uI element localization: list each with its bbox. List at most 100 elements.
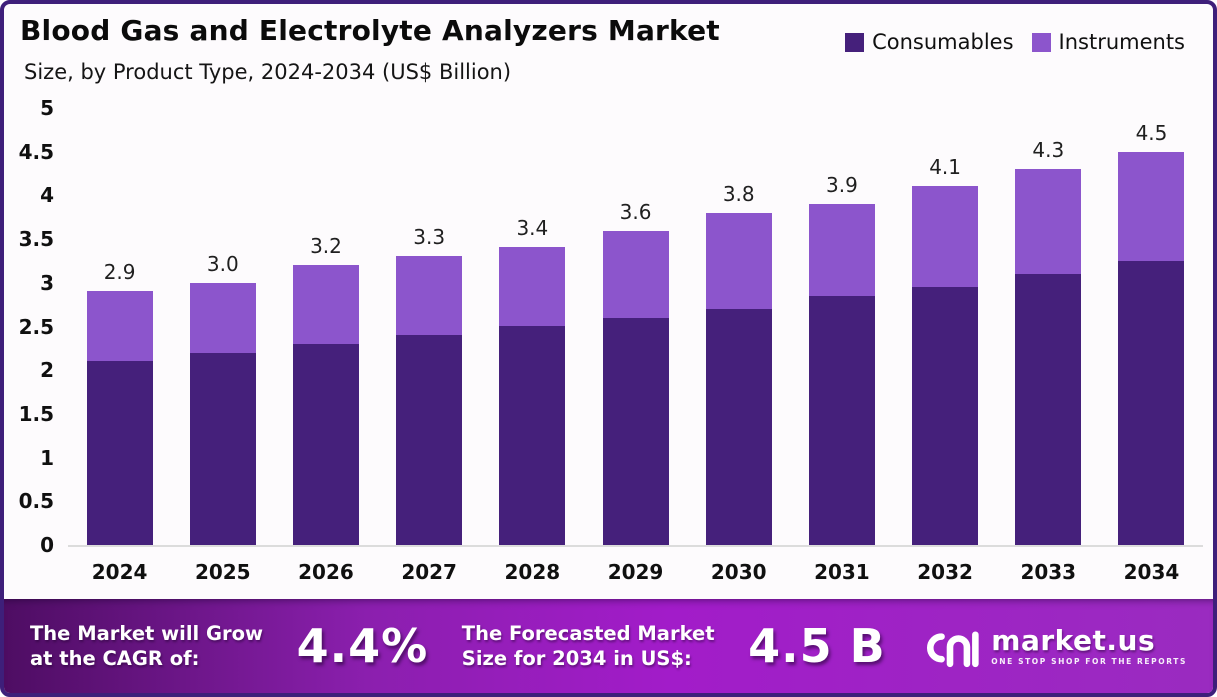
bar-total-label: 3.4 <box>516 216 549 240</box>
forecast-value: 4.5 B <box>748 619 886 673</box>
bar-total-label: 3.3 <box>413 225 446 249</box>
bar-total-label: 4.3 <box>1032 138 1065 162</box>
consumables-segment <box>499 326 566 545</box>
bar-column: 3.9 <box>790 108 893 545</box>
consumables-segment <box>705 309 772 545</box>
bar-column: 3.2 <box>274 108 377 545</box>
consumables-segment <box>189 353 256 545</box>
bar-total-label: 3.2 <box>310 234 342 258</box>
bar-total-label: 3.9 <box>826 173 858 197</box>
consumables-swatch-icon <box>845 32 865 52</box>
logo-name: market.us <box>991 623 1156 657</box>
stacked-bar <box>1118 152 1185 545</box>
bar-column: 3.6 <box>584 108 687 545</box>
legend-label: Instruments <box>1058 30 1185 54</box>
bar-column: 3.0 <box>171 108 274 545</box>
legend: Consumables Instruments <box>845 30 1185 54</box>
stacked-bar <box>292 265 359 545</box>
x-tick-year: 2024 <box>91 560 148 584</box>
bar-total-label: 3.0 <box>206 252 239 276</box>
stacked-bar <box>86 291 153 545</box>
y-tick: 2 <box>40 358 54 383</box>
consumables-segment <box>808 296 875 545</box>
bar-column: 3.3 <box>378 108 481 545</box>
consumables-segment <box>602 318 669 545</box>
bar-column: 3.8 <box>687 108 790 545</box>
y-axis: 0 0.5 1 1.5 2 2.5 3 3.5 4 4.5 5 <box>4 96 60 557</box>
consumables-segment <box>912 287 979 545</box>
y-tick: 5 <box>40 96 54 120</box>
x-tick-year: 2029 <box>607 560 664 584</box>
instruments-segment <box>396 256 463 335</box>
consumables-segment <box>396 335 463 545</box>
x-tick-year: 2027 <box>401 560 457 584</box>
instruments-segment <box>602 231 669 318</box>
bar-total-label: 4.5 <box>1135 121 1168 145</box>
consumables-segment <box>86 361 153 545</box>
logo-tagline: ONE STOP SHOP FOR THE REPORTS <box>991 656 1187 666</box>
y-tick: 4.5 <box>18 139 54 164</box>
stacked-bar <box>396 256 463 545</box>
market-us-logo-icon <box>927 631 979 668</box>
cagr-label-line1: The Market will Grow <box>30 621 264 645</box>
x-tick-year: 2025 <box>194 560 251 584</box>
instruments-segment <box>705 213 772 309</box>
y-tick: 1 <box>40 445 54 470</box>
legend-item-consumables: Consumables <box>845 30 1014 54</box>
cagr-label: The Market will Grow at the CAGR of: <box>30 621 263 672</box>
y-tick: 0 <box>40 533 54 557</box>
instruments-segment <box>189 283 256 353</box>
stacked-bar <box>912 186 979 545</box>
x-tick-year: 2032 <box>917 560 973 584</box>
instruments-segment <box>808 204 875 296</box>
bar-column: 4.1 <box>894 108 997 545</box>
logo-text: market.us ONE STOP SHOP FOR THE REPORTS <box>991 623 1187 666</box>
y-tick: 1.5 <box>18 401 54 426</box>
bar-total-label: 3.6 <box>619 200 652 224</box>
bar-column: 4.5 <box>1100 108 1203 545</box>
consumables-segment <box>1118 261 1185 545</box>
instruments-segment <box>912 186 979 287</box>
instruments-segment <box>1015 169 1082 274</box>
plot-area: 2.9 3.0 3.2 3.3 3.4 3.6 3.8 3.9 4.1 4.3 4.5 <box>68 108 1203 547</box>
x-tick-year: 2030 <box>710 560 767 584</box>
market-us-logo: market.us ONE STOP SHOP FOR THE REPORTS <box>919 622 1187 670</box>
x-tick-year: 2026 <box>298 560 354 584</box>
consumables-segment <box>292 344 359 545</box>
y-tick: 2.5 <box>18 314 54 339</box>
x-tick-year: 2033 <box>1020 560 1077 584</box>
stacked-bar <box>705 213 772 545</box>
forecast-label: The Forecasted Market Size for 2034 in U… <box>462 621 715 672</box>
cagr-label-line2: at the CAGR of: <box>30 647 200 670</box>
forecast-label-line1: The Forecasted Market <box>461 621 715 645</box>
bar-column: 3.4 <box>481 108 584 545</box>
bar-column: 2.9 <box>68 108 171 545</box>
bar-total-label: 3.8 <box>722 182 755 206</box>
stacked-bar <box>499 247 566 545</box>
x-axis: 2024 2025 2026 2027 2028 2029 2030 2031 2032 2033… <box>68 560 1203 584</box>
bar-column: 4.3 <box>997 108 1100 545</box>
footer-banner: The Market will Grow at the CAGR of: 4.4… <box>4 599 1213 693</box>
stacked-bar <box>1015 169 1082 545</box>
stacked-bar <box>808 204 875 545</box>
bar-total-label: 2.9 <box>103 260 136 284</box>
y-tick: 4 <box>40 183 54 208</box>
chart-section: Blood Gas and Electrolyte Analyzers Mark… <box>4 4 1213 599</box>
instruments-segment <box>86 291 153 361</box>
instruments-swatch-icon <box>1031 32 1051 52</box>
x-tick-year: 2031 <box>814 560 870 584</box>
consumables-segment <box>1015 274 1082 545</box>
x-tick-year: 2034 <box>1123 560 1180 584</box>
instruments-segment <box>1118 152 1185 261</box>
stacked-bar <box>189 283 256 545</box>
x-tick-year: 2028 <box>504 560 561 584</box>
y-tick: 3.5 <box>18 227 54 252</box>
cagr-value: 4.4% <box>296 619 429 673</box>
forecast-label-line2: Size for 2034 in US$: <box>461 647 692 670</box>
legend-label: Consumables <box>872 30 1014 54</box>
y-tick: 0.5 <box>18 489 54 514</box>
page-subtitle: Size, by Product Type, 2024-2034 (US$ Bi… <box>24 60 512 84</box>
y-tick: 3 <box>40 270 54 295</box>
page-title: Blood Gas and Electrolyte Analyzers Mark… <box>20 14 720 47</box>
